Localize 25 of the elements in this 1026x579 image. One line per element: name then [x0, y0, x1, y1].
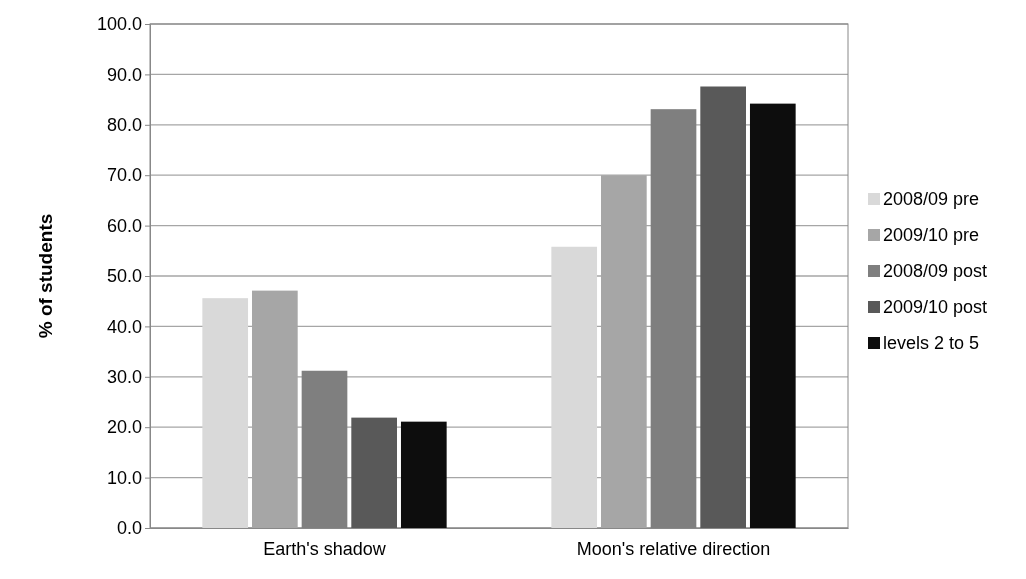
y-tick-label: 70.0: [106, 165, 142, 186]
y-tick-label: 50.0: [106, 266, 142, 287]
y-tick-label: 30.0: [106, 367, 142, 388]
x-tick-label: Earth's shadow: [263, 538, 387, 559]
bar: [400, 421, 447, 528]
y-tick-label: 80.0: [106, 115, 142, 136]
legend-label: 2008/09 post: [883, 261, 988, 281]
y-tick-label: 20.0: [106, 417, 142, 438]
bar: [700, 86, 746, 528]
legend-label: 2008/09 pre: [883, 189, 980, 209]
bar: [351, 417, 397, 528]
y-tick-label: 100.0: [96, 14, 142, 35]
legend-label: levels 2 to 5: [883, 333, 980, 353]
bar: [749, 103, 796, 528]
y-tick-label: 40.0: [106, 316, 142, 337]
y-tick-label: 0.0: [116, 518, 142, 539]
y-tick-label: 60.0: [106, 215, 142, 236]
bar: [551, 246, 598, 528]
x-tick-label: Moon's relative direction: [576, 538, 771, 559]
y-axis-title: % of students: [35, 213, 56, 339]
legend-label: 2009/10 post: [883, 297, 988, 317]
legend-label: 2009/10 pre: [883, 225, 980, 245]
y-tick-label: 10.0: [106, 467, 142, 488]
bar: [202, 298, 249, 528]
y-tick-label: 90.0: [106, 64, 142, 85]
